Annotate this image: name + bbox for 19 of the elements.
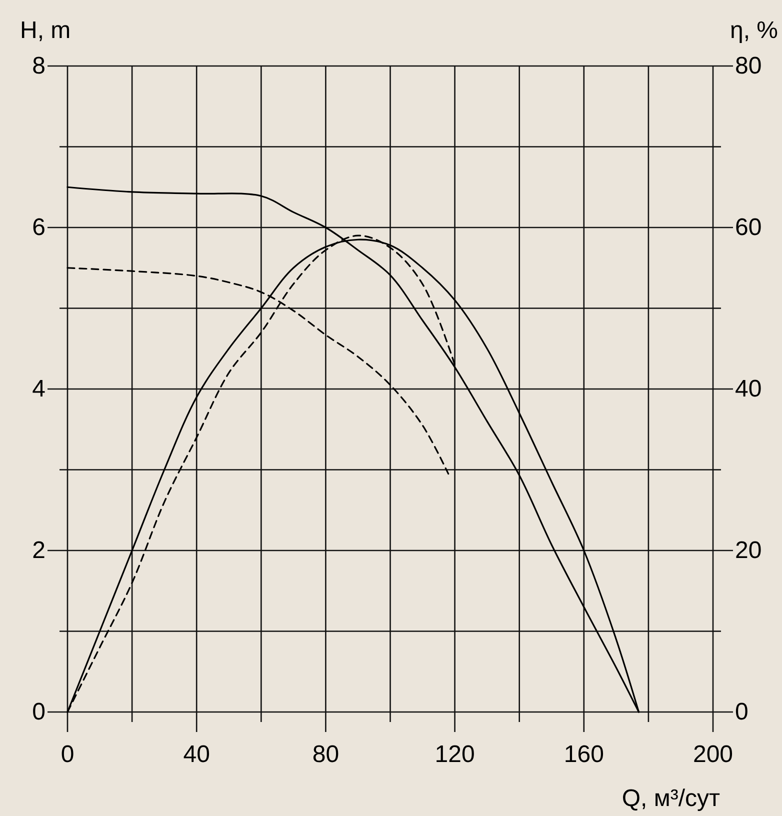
x-tick-label: 0 [60, 741, 74, 768]
y-tick-label: 6 [32, 214, 46, 241]
y2-tick-label: 20 [735, 537, 762, 564]
y-tick-label: 0 [32, 698, 46, 726]
x-tick-label: 160 [564, 741, 604, 768]
y-axis-title: H, m [20, 17, 71, 44]
x-tick-label: 200 [692, 741, 734, 768]
y2-axis-title: η, % [730, 17, 778, 44]
y-tick-label: 2 [32, 537, 46, 564]
y2-tick-label: 40 [735, 376, 762, 402]
y-tick-label: 8 [32, 52, 46, 80]
x-axis-title: Q, м³/сут [622, 785, 720, 812]
x-tick-label: 80 [312, 741, 340, 768]
x-tick-label: 120 [434, 741, 475, 768]
y2-tick-label: 0 [735, 698, 748, 726]
y2-tick-label: 80 [735, 52, 762, 80]
y-tick-label: 4 [32, 376, 46, 402]
x-tick-label: 40 [183, 741, 210, 768]
y2-tick-label: 60 [735, 214, 762, 241]
